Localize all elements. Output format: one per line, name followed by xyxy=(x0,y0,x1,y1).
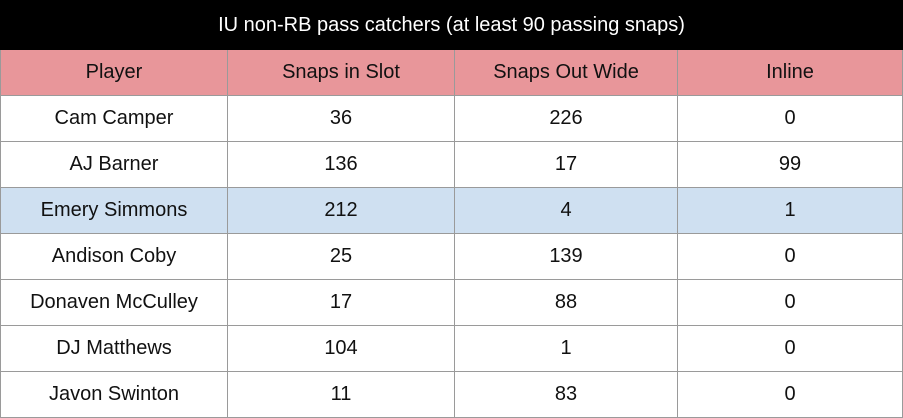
cell-player: Emery Simmons xyxy=(0,187,228,234)
cell-inline: 0 xyxy=(676,371,903,418)
cell-snaps-out-wide: 1 xyxy=(454,325,678,372)
cell-inline: 99 xyxy=(676,141,903,188)
cell-snaps-in-slot: 36 xyxy=(227,95,455,142)
column-header-inline: Inline xyxy=(676,49,903,96)
column-header-snaps-out-wide: Snaps Out Wide xyxy=(454,49,678,96)
cell-snaps-in-slot: 136 xyxy=(227,141,455,188)
table-row: Cam Camper 36 226 0 xyxy=(0,95,903,142)
cell-player: Cam Camper xyxy=(0,95,228,142)
cell-inline: 1 xyxy=(676,187,903,234)
cell-snaps-out-wide: 139 xyxy=(454,233,678,280)
column-header-player: Player xyxy=(0,49,228,96)
header-row: Player Snaps in Slot Snaps Out Wide Inli… xyxy=(0,49,903,96)
cell-player: Donaven McCulley xyxy=(0,279,228,326)
cell-snaps-out-wide: 17 xyxy=(454,141,678,188)
cell-snaps-in-slot: 11 xyxy=(227,371,455,418)
cell-inline: 0 xyxy=(676,325,903,372)
cell-snaps-out-wide: 83 xyxy=(454,371,678,418)
table-row: DJ Matthews 104 1 0 xyxy=(0,325,903,372)
cell-inline: 0 xyxy=(676,233,903,280)
table-row: AJ Barner 136 17 99 xyxy=(0,141,903,188)
cell-player: DJ Matthews xyxy=(0,325,228,372)
table-row-highlighted: Emery Simmons 212 4 1 xyxy=(0,187,903,234)
table-row: Andison Coby 25 139 0 xyxy=(0,233,903,280)
cell-inline: 0 xyxy=(676,279,903,326)
cell-snaps-in-slot: 25 xyxy=(227,233,455,280)
column-header-snaps-in-slot: Snaps in Slot xyxy=(227,49,455,96)
table-row: Javon Swinton 11 83 0 xyxy=(0,371,903,418)
cell-snaps-in-slot: 212 xyxy=(227,187,455,234)
table-row: Donaven McCulley 17 88 0 xyxy=(0,279,903,326)
cell-inline: 0 xyxy=(676,95,903,142)
cell-player: Javon Swinton xyxy=(0,371,228,418)
table-title: IU non-RB pass catchers (at least 90 pas… xyxy=(0,0,903,50)
cell-snaps-out-wide: 226 xyxy=(454,95,678,142)
cell-snaps-in-slot: 104 xyxy=(227,325,455,372)
cell-snaps-out-wide: 4 xyxy=(454,187,678,234)
cell-player: Andison Coby xyxy=(0,233,228,280)
table-title-row: IU non-RB pass catchers (at least 90 pas… xyxy=(0,0,903,50)
cell-snaps-out-wide: 88 xyxy=(454,279,678,326)
cell-snaps-in-slot: 17 xyxy=(227,279,455,326)
cell-player: AJ Barner xyxy=(0,141,228,188)
